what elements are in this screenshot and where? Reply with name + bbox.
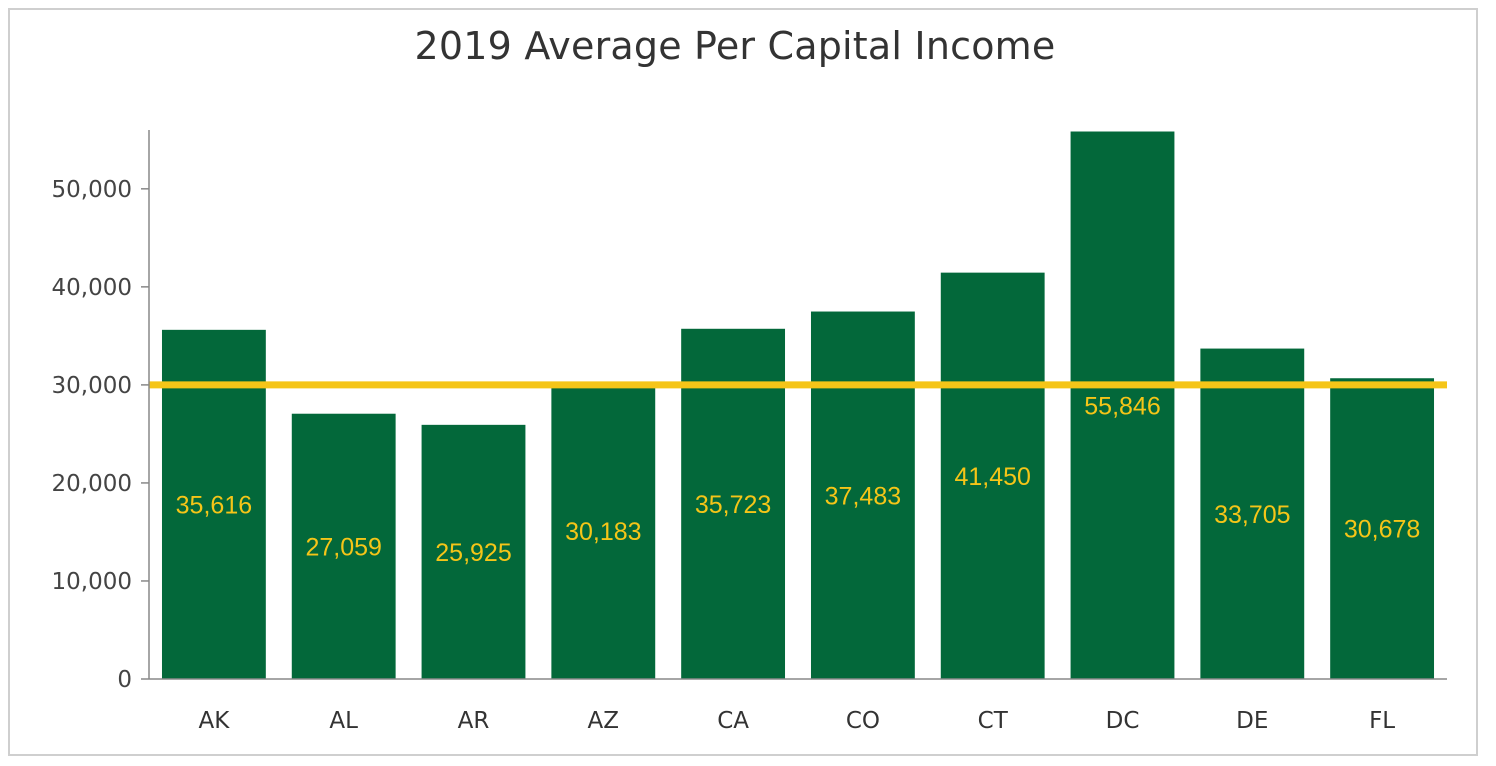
data-label-ca: 35,723 bbox=[695, 491, 771, 519]
data-labels-group: 35,616 27,059 25,925 30,183 35,723 37,483 41,4… bbox=[176, 392, 1421, 567]
bar-dc bbox=[1070, 131, 1175, 679]
chart-title: 2019 Average Per Capital Income bbox=[414, 24, 1056, 68]
data-label-de: 33,705 bbox=[1214, 501, 1290, 529]
data-label-ar: 25,925 bbox=[435, 539, 511, 567]
bar-al bbox=[291, 413, 396, 679]
bar-fl bbox=[1330, 378, 1435, 679]
bars-group bbox=[161, 131, 1435, 679]
x-tick-label-al: AL bbox=[329, 708, 358, 734]
y-tick-label: 10,000 bbox=[52, 569, 132, 595]
x-axis: AK AL AR AZ CA CO CT DC DE FL bbox=[149, 678, 1447, 734]
x-tick-label-fl: FL bbox=[1369, 708, 1395, 734]
x-tick-label-de: DE bbox=[1236, 708, 1268, 734]
data-label-al: 27,059 bbox=[305, 533, 381, 561]
bar-ct bbox=[940, 272, 1045, 679]
x-tick-label-ak: AK bbox=[198, 708, 230, 734]
y-tick-label: 50,000 bbox=[52, 177, 132, 203]
x-tick-label-az: AZ bbox=[588, 708, 620, 734]
x-tick-label-ar: AR bbox=[458, 708, 490, 734]
data-label-co: 37,483 bbox=[825, 482, 901, 510]
y-tick-label: 40,000 bbox=[52, 275, 132, 301]
x-tick-label-ca: CA bbox=[717, 708, 749, 734]
y-tick-label: 0 bbox=[117, 667, 132, 693]
bar-ar bbox=[421, 424, 526, 679]
y-tick-label: 20,000 bbox=[52, 471, 132, 497]
data-label-ct: 41,450 bbox=[954, 463, 1030, 491]
x-tick-label-co: CO bbox=[846, 708, 880, 734]
data-label-fl: 30,678 bbox=[1344, 516, 1420, 544]
bar-de bbox=[1200, 348, 1305, 679]
y-tick-label: 30,000 bbox=[52, 373, 132, 399]
y-axis: 0 10,000 20,000 30,000 40,000 50,000 bbox=[52, 130, 150, 693]
data-label-ak: 35,616 bbox=[176, 491, 252, 519]
x-tick-label-dc: DC bbox=[1106, 708, 1140, 734]
data-label-az: 30,183 bbox=[565, 518, 641, 546]
bar-co bbox=[810, 311, 915, 679]
bar-az bbox=[551, 383, 656, 679]
data-label-dc: 55,846 bbox=[1084, 392, 1160, 420]
x-tick-label-ct: CT bbox=[978, 708, 1009, 734]
